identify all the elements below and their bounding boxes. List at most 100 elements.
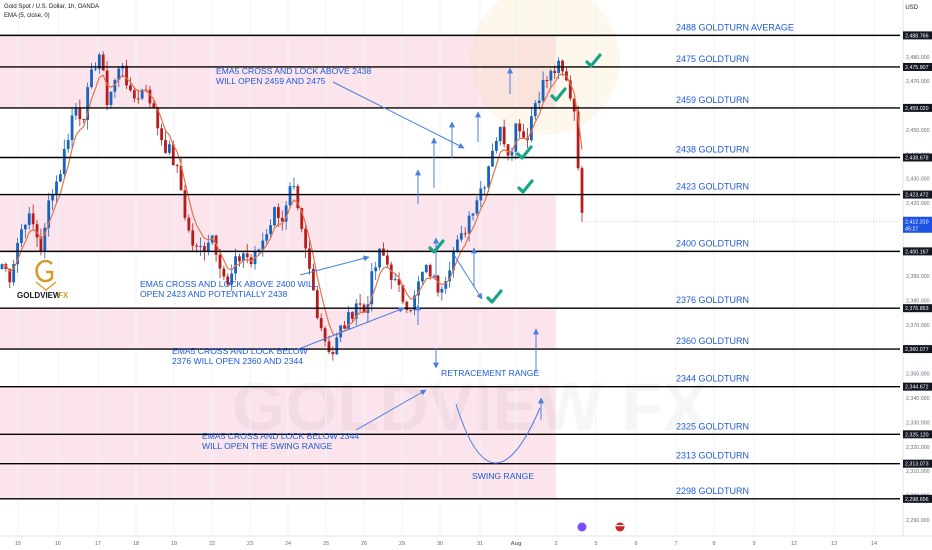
candle-body-134 [522,131,526,138]
levels-layer: 2488 GOLDTURN AVERAGE 2475 GOLDTURN 2459 G… [0,22,900,500]
arrow-3 [355,389,427,431]
candle-body-90 [350,312,354,319]
candle-body-114 [444,281,448,289]
x-tick-11: 30 [437,541,443,547]
candle-body-56 [218,254,222,269]
candle-body-142 [553,70,557,74]
candle-body-83 [323,328,327,342]
candle-body-132 [514,123,518,152]
candle-body-53 [206,242,210,252]
annotation-3-line-1: WILL OPEN THE SWING RANGE [202,441,333,451]
logo-suffix: FX [58,291,69,300]
currency-label: USD [905,5,918,11]
ema-line [1,73,583,336]
candle-body-48 [187,217,191,231]
annotation-1-line-1: OPEN 2423 AND POTENTIALLY 2438 [140,289,288,299]
candle-body-82 [319,317,323,329]
check-mark-1 [550,87,567,102]
price-tag-10: 2,313.073 [905,462,929,468]
x-tick-10: 29 [399,541,405,547]
x-tick-22: 14 [871,541,877,547]
candle-body-66 [257,249,261,252]
candle-body-6 [23,224,27,230]
x-tick-8: 25 [323,541,329,547]
candle-body-75 [292,186,296,188]
indicator-label: EMA (5, close, 0) [4,13,50,19]
candle-body-126 [491,150,494,167]
y-tick-12: 2,320.000 [906,445,930,451]
y-tick-4: 2,430.000 [906,177,930,183]
x-tick-21: 13 [831,541,837,547]
y-tick-0: 2,480.000 [906,55,930,61]
x-tick-1: 16 [55,541,61,547]
price-tag-bg-10 [903,459,932,468]
x-tick-16: 6 [634,541,637,547]
candle-body-103 [401,285,405,302]
candle-body-18 [70,115,74,141]
annotation-5-line-0: SWING RANGE [472,471,534,481]
candle-body-92 [358,303,362,305]
price-tag-4: 2,423.472 [905,193,929,199]
candle-body-68 [265,234,269,241]
candle-body-51 [199,246,202,248]
x-tick-6: 23 [247,541,253,547]
x-tick-15: 5 [594,541,597,547]
candle-body-116 [452,250,455,271]
candle-body-124 [483,187,487,189]
y-tick-9: 2,350.000 [906,372,930,378]
candle-body-89 [347,312,350,329]
arrow-9 [453,254,483,300]
candle-body-130 [506,144,510,156]
candle-body-40 [156,108,160,129]
price-tag-5: 2,400.167 [905,249,929,255]
candle-body-131 [510,151,514,156]
x-tick-19: 9 [752,541,755,547]
level-label-11: 2298 GOLDTURN [676,486,749,496]
y-tick-8: 2,370.000 [906,323,930,329]
x-tick-18: 8 [712,541,715,547]
annotation-1-line-0: EMA5 CROSS AND LOCK ABOVE 2400 WILL [140,279,318,289]
candle-body-59 [230,273,234,285]
x-tick-5: 22 [209,541,215,547]
candle-body-111 [432,275,436,277]
candle-body-141 [549,70,553,81]
annotation-2-line-1: 2376 WILL OPEN 2360 AND 2344 [172,356,303,366]
candle-body-137 [533,103,537,117]
candle-body-34 [132,90,136,99]
candle-body-39 [152,103,156,109]
candle-body-62 [241,253,245,262]
checks-layer [428,53,602,304]
candle-body-15 [58,174,62,182]
candle-body-148 [576,111,580,169]
price-axis-bg [903,0,932,550]
arrow-0 [332,81,465,149]
level-label-7: 2360 GOLDTURN [676,336,749,346]
candle-body-125 [487,166,490,188]
candle-body-38 [148,89,152,104]
y-tick-1: 2,470.000 [906,79,930,85]
price-tag-bg-0 [903,31,932,40]
candle-body-24 [94,68,97,70]
x-tick-9: 26 [361,541,367,547]
candle-body-2 [8,268,12,283]
price-tag-bg-2 [903,103,932,112]
y-tick-7: 2,380.000 [906,299,930,305]
price-tag-3: 2,438.678 [905,155,929,161]
candle-body-44 [171,144,175,166]
candle-body-85 [331,352,335,355]
candle-body-46 [179,165,183,191]
logo-chevron-icon [35,281,57,291]
candle-body-69 [269,225,272,235]
candle-body-105 [409,309,413,311]
candle-body-110 [428,264,432,277]
price-tag-bg-3 [903,153,932,162]
symbol-title: Gold Spot / U.S. Dollar, 1h, OANDA [4,4,100,10]
level-label-6: 2376 GOLDTURN [676,295,749,305]
candle-body-42 [164,140,167,153]
candle-body-19 [74,107,78,116]
candle-body-5 [20,229,23,244]
candle-body-96 [374,267,378,272]
x-tick-2: 17 [95,541,101,547]
